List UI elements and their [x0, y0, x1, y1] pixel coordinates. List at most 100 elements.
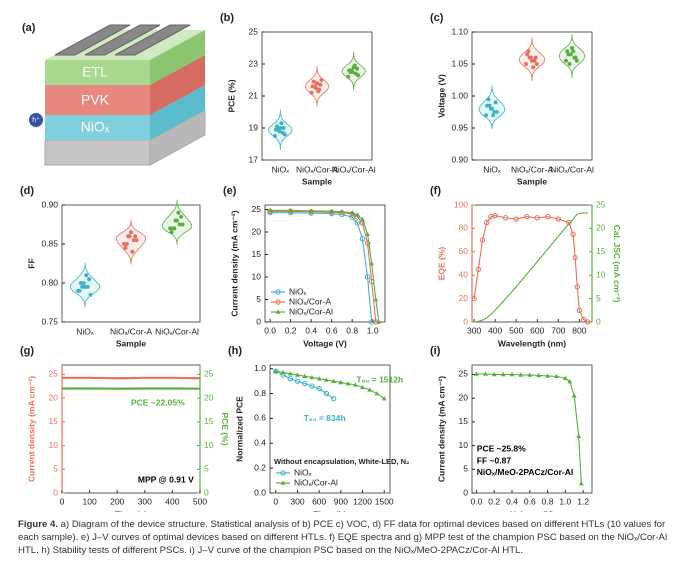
y-tick-label: 23: [249, 58, 259, 68]
plot-frame: [61, 204, 201, 323]
y2-tick-label: 25: [204, 369, 214, 379]
x-tick-label: 1.0: [367, 325, 379, 335]
y-tick-label: 0: [53, 487, 58, 497]
series-line: [474, 212, 588, 323]
data-point: [133, 234, 138, 239]
x-axis-label: Time (h): [314, 509, 347, 512]
data-point: [129, 230, 133, 235]
series-line: [275, 370, 334, 400]
data-point: [279, 121, 284, 126]
panel-label: (b): [220, 12, 234, 24]
data-point: [484, 113, 488, 118]
diagram: (a) ETL PVK NiOₓ h⁺: [22, 22, 206, 166]
pvk-side: [150, 55, 205, 115]
x-tick-label: 800: [572, 325, 586, 335]
y-tick-label: 20: [459, 293, 469, 303]
data-point: [494, 110, 499, 114]
marker: [570, 231, 576, 237]
x-axis-label: Voltage (V): [510, 509, 554, 512]
y-tick-label: 0.6: [254, 413, 266, 423]
y-tick-label: 0.90: [451, 154, 468, 164]
panel-label: (c): [430, 12, 444, 24]
y-tick-label: 0.0: [254, 487, 266, 497]
caption-label: Figure 4.: [18, 519, 58, 530]
data-point: [319, 78, 324, 82]
marker: [555, 216, 562, 222]
marker: [474, 371, 479, 376]
marker: [502, 215, 509, 221]
violin-outline: [558, 34, 586, 78]
x-tick-label: 200: [110, 496, 124, 506]
data-point: [87, 277, 92, 282]
panel: (c) 0.90 0.95 1.00 1.05 1.10 NiOₓ NiOₓ/Cor-ANiO…: [430, 12, 594, 186]
marker: [309, 374, 315, 380]
marker: [518, 372, 524, 377]
marker: [360, 216, 365, 222]
data-point: [309, 90, 314, 95]
data-point: [573, 55, 578, 60]
y2-tick-label: 0: [204, 487, 209, 497]
marker: [491, 371, 497, 377]
x-axis-label: Voltage (V): [303, 338, 347, 348]
data-point: [346, 74, 351, 79]
marker: [280, 480, 286, 485]
y-axis-label: Current density (mA cm⁻²): [26, 376, 36, 482]
data-point: [85, 284, 90, 289]
x-tick-label: NiOₓ/Cor-A: [110, 326, 152, 336]
marker: [331, 378, 337, 383]
data-point: [534, 62, 539, 66]
data-point: [318, 82, 323, 87]
y2-tick-label: 25: [596, 199, 606, 209]
data-point: [123, 245, 128, 250]
data-point: [122, 242, 127, 246]
data-point: [354, 66, 359, 71]
data-point: [131, 238, 136, 243]
marker: [585, 319, 591, 325]
marker: [339, 209, 345, 214]
marker: [354, 212, 360, 217]
x-tick-label: 0.8: [346, 325, 358, 335]
data-point: [176, 210, 181, 215]
marker: [323, 377, 329, 382]
data-point: [134, 238, 139, 243]
x-tick-label: 0.4: [506, 496, 518, 506]
y-tick-label: 5: [463, 464, 468, 474]
marker: [566, 219, 572, 226]
x-tick-label: NiOₓ/Cor-Al: [155, 326, 199, 336]
x-tick-label: 0.2: [488, 496, 500, 506]
data-point: [80, 284, 85, 289]
data-point: [83, 284, 87, 289]
marker: [364, 240, 371, 246]
marker: [576, 433, 582, 438]
y-tick-label: 10: [252, 271, 262, 281]
y-tick-label: 60: [459, 246, 469, 256]
x-tick-label: 0.8: [542, 496, 554, 506]
y-tick-label: 80: [459, 223, 469, 233]
y-tick-label: 19: [249, 122, 259, 132]
panel-label: (e): [223, 185, 237, 197]
x-tick-label: 600: [312, 496, 326, 506]
x-tick-label: 300: [467, 325, 481, 335]
marker: [302, 373, 308, 378]
marker: [345, 381, 351, 386]
marker: [492, 212, 498, 219]
annotation: PCE ~22.05%: [131, 398, 185, 408]
data-point: [524, 62, 528, 66]
marker: [330, 395, 337, 402]
x-tick-label: 600: [530, 325, 544, 335]
x-axis-label: Time (s): [115, 509, 148, 512]
layer-label: PVK: [81, 92, 110, 108]
x-axis-label: Sample: [517, 176, 548, 186]
y-tick-label: 10: [49, 440, 59, 450]
data-point: [88, 292, 93, 297]
y-tick-label: 0.80: [41, 277, 58, 287]
x-tick-label: 0.6: [524, 496, 536, 506]
data-point: [169, 230, 174, 235]
y2-tick-label: 20: [204, 392, 214, 402]
data-point: [78, 281, 83, 285]
marker: [329, 208, 335, 214]
x-tick-label: 0: [273, 496, 278, 506]
plot-frame: [264, 204, 386, 323]
